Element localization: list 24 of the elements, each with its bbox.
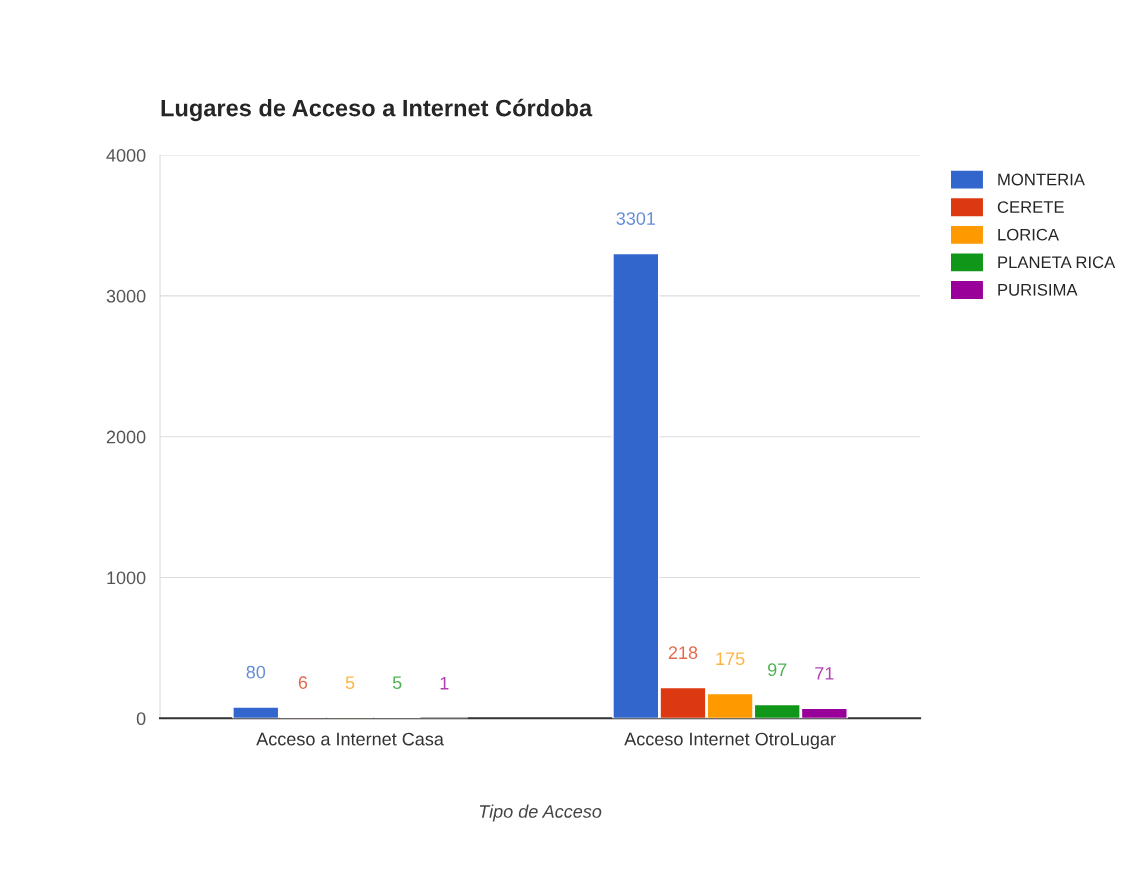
x-tick-label: Acceso Internet OtroLugar xyxy=(624,732,836,750)
chart-title: Lugares de Acceso a Internet Córdoba xyxy=(161,98,593,122)
y-tick-label: 0 xyxy=(136,712,146,726)
x-axis-title: Tipo de Acceso xyxy=(479,804,602,822)
legend-label: PLANETA RICA xyxy=(998,256,1116,269)
y-tick-label: 1000 xyxy=(107,571,146,585)
y-tick-label: 3000 xyxy=(106,289,146,303)
data-label: 71 xyxy=(815,667,834,680)
data-label: 5 xyxy=(392,676,402,690)
data-label: 218 xyxy=(668,646,698,660)
legend-label: PURISIMA xyxy=(998,283,1078,296)
data-label: 6 xyxy=(298,676,308,689)
y-tick-label: 4000 xyxy=(106,148,146,162)
legend-label: LORICA xyxy=(998,228,1059,241)
data-label: 80 xyxy=(246,665,266,679)
y-tick-label: 2000 xyxy=(106,430,146,444)
legend-label: MONTERIA xyxy=(998,173,1085,186)
data-label: 5 xyxy=(345,676,355,690)
x-tick-label: Acceso a Internet Casa xyxy=(256,732,444,746)
legend-label: CERETE xyxy=(997,201,1064,213)
data-label: 175 xyxy=(716,652,745,666)
data-label: 3301 xyxy=(616,212,656,225)
data-label: 1 xyxy=(440,677,449,690)
data-label: 97 xyxy=(768,663,787,677)
